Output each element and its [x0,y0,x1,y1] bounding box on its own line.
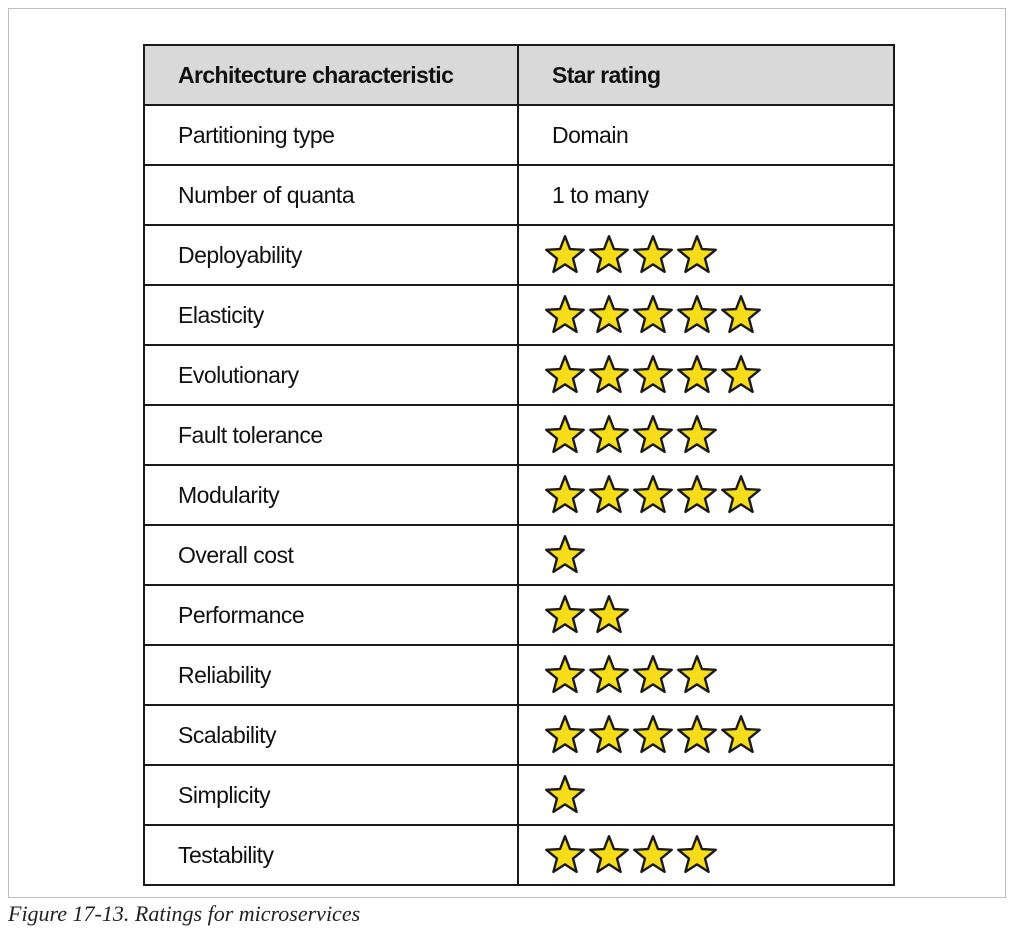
table-row: Scalability [143,704,895,766]
characteristic-cell: Reliability [143,644,519,706]
star-icon [633,835,673,874]
star-icon [633,475,673,514]
star-icon [677,295,717,334]
star-icon [589,475,629,514]
star-rating-cell [517,284,895,346]
star-icon [677,415,717,454]
star-rating [543,406,893,464]
star-icon [589,295,629,334]
star-icon [677,235,717,274]
star-icon [589,715,629,754]
characteristic-cell: Deployability [143,224,519,286]
star-rating-cell [517,584,895,646]
star-icon [721,355,761,394]
star-icon [545,535,585,574]
star-rating [543,646,893,704]
star-rating [543,586,893,644]
star-rating-cell [517,644,895,706]
star-icon [589,355,629,394]
star-rating-cell [517,524,895,586]
table-row: Fault tolerance [143,404,895,466]
star-rating [543,226,893,284]
star-icon [589,835,629,874]
table-row: Overall cost [143,524,895,586]
table-row: Evolutionary [143,344,895,406]
characteristic-cell: Evolutionary [143,344,519,406]
star-icon [721,475,761,514]
star-rating [543,766,893,824]
star-icon [589,655,629,694]
star-rating [543,526,893,584]
star-icon [633,355,673,394]
star-icon [677,475,717,514]
table-row: Simplicity [143,764,895,826]
table-row: Elasticity [143,284,895,346]
star-icon [589,235,629,274]
star-rating [543,706,893,764]
star-icon [545,235,585,274]
star-icon [633,235,673,274]
star-rating-cell [517,224,895,286]
figure-caption: Figure 17-13. Ratings for microservices [8,901,361,926]
rating-value-cell: Domain [517,104,895,166]
star-icon [545,775,585,814]
table-row: Reliability [143,644,895,706]
column-header-star-rating: Star rating [517,44,895,106]
characteristic-cell: Modularity [143,464,519,526]
table-header-row: Architecture characteristic Star rating [143,44,895,106]
star-rating-cell [517,764,895,826]
star-rating-cell [517,824,895,886]
star-icon [677,355,717,394]
table-row: Deployability [143,224,895,286]
characteristic-cell: Simplicity [143,764,519,826]
characteristic-cell: Overall cost [143,524,519,586]
characteristic-cell: Scalability [143,704,519,766]
star-icon [677,715,717,754]
table-row: Testability [143,824,895,886]
star-icon [589,595,629,634]
characteristic-cell: Partitioning type [143,104,519,166]
star-rating-cell [517,344,895,406]
star-icon [633,715,673,754]
star-rating [543,826,893,884]
star-icon [721,715,761,754]
rating-value-cell: 1 to many [517,164,895,226]
star-icon [545,475,585,514]
figure-frame: Architecture characteristic Star rating … [8,8,1006,898]
ratings-table: Architecture characteristic Star rating … [143,44,895,886]
star-icon [545,835,585,874]
table-row: Number of quanta 1 to many [143,164,895,226]
table-row: Modularity [143,464,895,526]
star-rating [543,286,893,344]
star-icon [545,295,585,334]
star-icon [721,295,761,334]
star-icon [589,415,629,454]
star-rating-cell [517,704,895,766]
star-rating-cell [517,464,895,526]
characteristic-cell: Testability [143,824,519,886]
table-body: Partitioning type Domain Number of quanta 1… [143,104,895,886]
star-icon [545,715,585,754]
star-rating [543,466,893,524]
star-icon [633,655,673,694]
star-icon [677,835,717,874]
characteristic-cell: Fault tolerance [143,404,519,466]
table-row: Partitioning type Domain [143,104,895,166]
star-icon [545,655,585,694]
characteristic-cell: Number of quanta [143,164,519,226]
star-icon [545,415,585,454]
star-icon [545,355,585,394]
characteristic-cell: Performance [143,584,519,646]
star-icon [633,295,673,334]
star-icon [677,655,717,694]
star-rating [543,346,893,404]
column-header-characteristic: Architecture characteristic [143,44,519,106]
table-row: Performance [143,584,895,646]
star-icon [633,415,673,454]
star-rating-cell [517,404,895,466]
characteristic-cell: Elasticity [143,284,519,346]
star-icon [545,595,585,634]
